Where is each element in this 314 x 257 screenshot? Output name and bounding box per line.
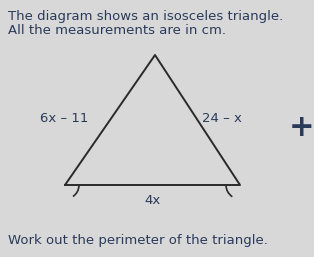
Text: +: +: [289, 114, 314, 142]
Text: 6x – 11: 6x – 11: [40, 112, 88, 124]
Text: The diagram shows an isosceles triangle.: The diagram shows an isosceles triangle.: [8, 10, 283, 23]
Text: 4x: 4x: [144, 195, 161, 207]
Text: All the measurements are in cm.: All the measurements are in cm.: [8, 24, 226, 37]
Text: Work out the perimeter of the triangle.: Work out the perimeter of the triangle.: [8, 234, 268, 247]
Text: 24 – x: 24 – x: [203, 112, 242, 124]
